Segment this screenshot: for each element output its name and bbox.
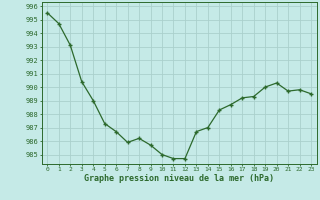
X-axis label: Graphe pression niveau de la mer (hPa): Graphe pression niveau de la mer (hPa) [84, 174, 274, 183]
